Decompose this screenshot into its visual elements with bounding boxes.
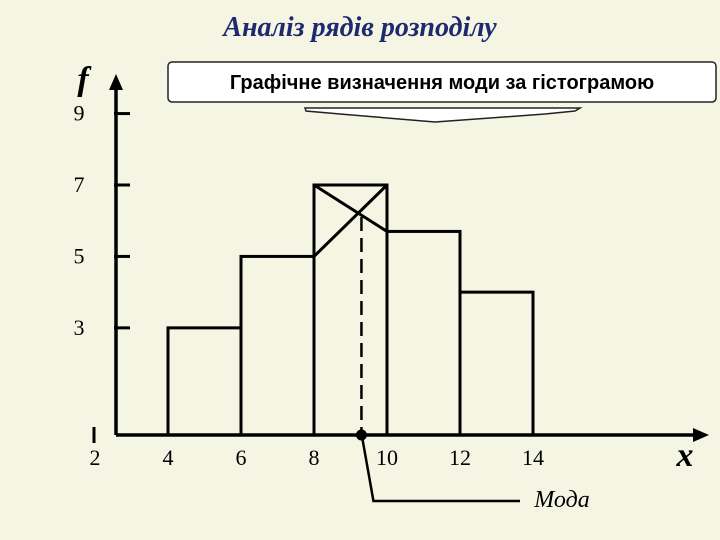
axes: fx: [77, 61, 709, 474]
y-tick-label: 7: [74, 172, 85, 197]
x-tick-label: 4: [163, 445, 174, 470]
callout-pointer: [303, 107, 583, 123]
x-tick-label: 2: [90, 445, 101, 470]
x-axis-label: x: [676, 437, 694, 474]
slide-title: Аналіз рядів розподілу: [223, 12, 497, 43]
x-tick-label: 8: [309, 445, 320, 470]
y-tick-label: 5: [74, 243, 85, 268]
x-tick-label: 14: [522, 445, 544, 470]
histogram-bar: [385, 229, 462, 437]
x-tick-label: 10: [376, 445, 398, 470]
x-tick-label: 12: [449, 445, 471, 470]
histogram-bar: [458, 290, 535, 437]
tick-labels: 3 5 7 9 2 4 6 8 10 12 14: [74, 101, 545, 470]
x-axis-arrow: [693, 428, 709, 442]
callout: Графічне визначення моди за гістограмою: [167, 61, 717, 123]
mode-diagonal-right: [312, 183, 389, 258]
mode-leader-line: [361, 438, 520, 503]
y-tick-label: 9: [74, 101, 85, 126]
mode-diagonal-left: [313, 183, 388, 233]
x-tick-label: 6: [236, 445, 247, 470]
callout-text: Графічне визначення моди за гістограмою: [230, 72, 654, 94]
histogram-bar: [166, 326, 243, 437]
axis-ticks: [92, 112, 130, 443]
y-axis-label: f: [77, 61, 92, 98]
callout-box: [167, 61, 717, 103]
mode-label: Мода: [533, 487, 589, 513]
histogram-bar: [239, 254, 316, 437]
y-tick-label: 3: [74, 315, 85, 340]
y-axis-arrow: [109, 74, 123, 90]
